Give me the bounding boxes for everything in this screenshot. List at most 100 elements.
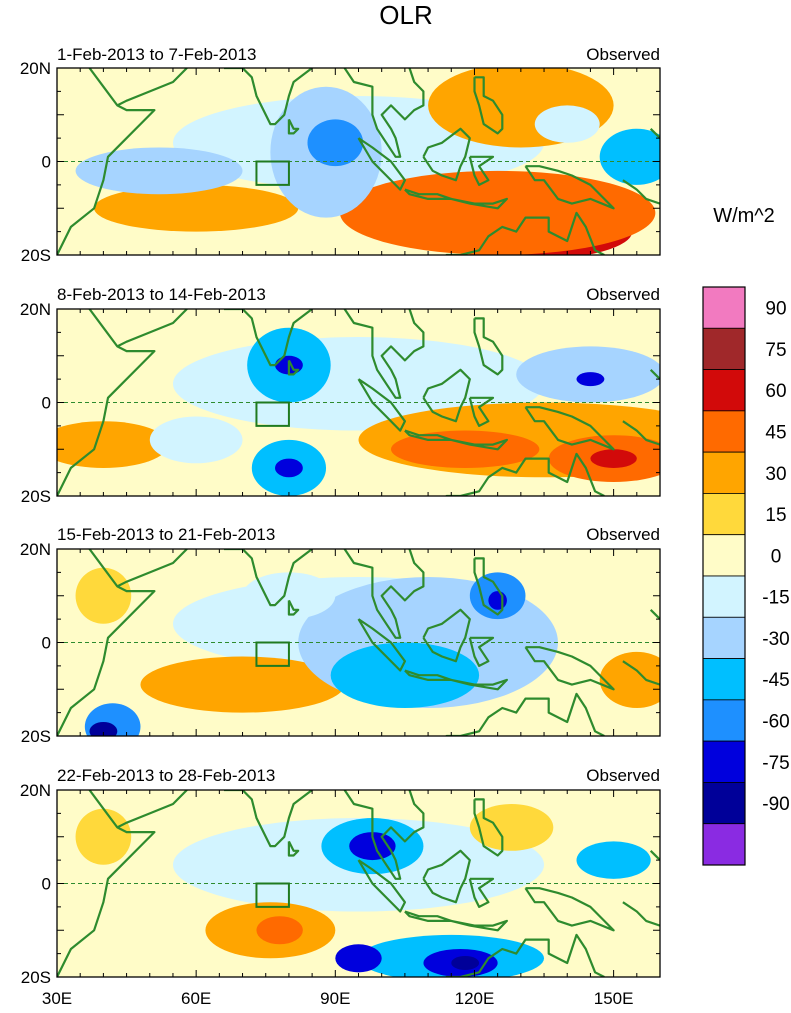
panel-1: 1-Feb-2013 to 7-Feb-2013 Observed 20N020… [20,45,661,265]
y-tick-label: 20N [20,540,51,559]
coastline [224,309,313,367]
anomaly-contour [534,105,600,143]
y-tick-label: 0 [42,153,51,172]
coastline [473,317,504,376]
colorbar-label: -90 [762,794,789,815]
reference-box [255,160,290,186]
panel-1-axes: 20N 0 20S [20,59,661,265]
colorbar-swatch [702,369,746,412]
panel-3-period: 15-Feb-2013 to 21-Feb-2013 [57,525,275,544]
anomaly-contour [256,916,303,945]
anomaly-contour [488,591,507,610]
colorbar-swatch [702,534,746,577]
panel-4: 22-Feb-2013 to 28-Feb-2013 Observed 20N 0… [20,766,661,1008]
y-tick-label: 20S [21,727,51,746]
panel-2-label: Observed [586,285,660,304]
coastline [622,420,660,446]
reference-box [255,401,290,427]
reference-box [255,641,290,667]
coastline [287,599,300,616]
panel-3-map [57,549,660,736]
colorbar-swatch [702,823,746,866]
x-tick-label: 30E [42,989,72,1008]
coastline [404,669,453,682]
coastline [649,850,660,861]
panel-1-map [57,68,660,255]
y-tick-label: 20S [21,487,51,506]
panel-1-label: Observed [586,45,660,64]
coastline [649,128,660,139]
coastline [468,396,495,427]
coastline [116,790,188,829]
colorbar-swatch [702,699,746,742]
x-tick-label: 60E [181,989,211,1008]
panel-3: 15-Feb-2013 to 21-Feb-2013 Observed 20N 0… [20,525,661,746]
colorbar-swatch [702,493,746,536]
colorbar-swatch [702,616,746,659]
coastline [357,378,406,432]
coastline [468,155,495,186]
coastline [287,118,300,135]
y-tick-label: 0 [42,634,51,653]
anomaly-contour [599,128,660,185]
anomaly-contour [75,147,243,195]
anomaly-contour [75,808,132,865]
coastline [116,309,188,348]
colorbar-swatch [702,740,746,783]
coastline [287,359,300,376]
coastline [451,197,508,210]
coastline [57,790,156,977]
coastline [57,309,156,496]
coastline [451,678,508,691]
anomaly-contour [140,656,345,713]
colorbar-label: 60 [765,381,786,402]
coastline [224,790,313,848]
anomaly-contour [576,841,651,879]
panel-4-map [57,790,660,977]
coastline [524,165,615,210]
coastline [422,368,471,423]
coastline [343,68,425,158]
panel-1-period: 1-Feb-2013 to 7-Feb-2013 [57,45,256,64]
coastline [422,608,471,663]
colorbar-label: -15 [762,588,789,609]
coastline [445,692,605,736]
x-tick-label: 120E [455,989,495,1008]
anomaly-contour [335,944,382,973]
y-tick-label: 20N [20,300,51,319]
coastline [473,798,504,857]
figure-title: OLR [379,0,432,30]
panel-4-label: Observed [586,766,660,785]
colorbar-swatch [702,782,746,825]
coastline [357,859,406,913]
colorbar-swatch [702,658,746,701]
coastline [404,910,453,923]
anomaly-contour [451,955,480,970]
panel-2-period: 8-Feb-2013 to 14-Feb-2013 [57,285,266,304]
anomaly-contour [590,449,637,468]
coastline [404,429,453,441]
panel-3-label: Observed [586,525,660,544]
coastline [357,618,406,672]
panel-4-period: 22-Feb-2013 to 28-Feb-2013 [57,766,275,785]
coastline [357,137,406,191]
coastline [622,660,660,686]
coastline [287,840,300,857]
panel-2-map [57,309,660,496]
panel-4-axes: 20N 0 20S 30E 60E 90E 120E 150E [20,781,661,1008]
y-tick-label: 20S [21,968,51,987]
coastline [404,188,453,200]
anomaly-contour [330,642,480,708]
coastline [649,609,660,620]
colorbar-label: -45 [762,670,789,691]
colorbar-swatch [702,286,746,329]
colorbar-label: -75 [762,753,789,774]
colorbar-label: -60 [762,712,789,733]
anomaly-contour [89,721,118,736]
x-tick-label: 90E [320,989,350,1008]
colorbar: 90 75 60 45 30 15 0 -15 -30 -45 -60 -75 -90 [702,286,790,866]
coastline [451,438,508,451]
colorbar-label: 15 [765,505,786,526]
colorbar-swatch [702,410,746,453]
reference-box [255,882,290,908]
